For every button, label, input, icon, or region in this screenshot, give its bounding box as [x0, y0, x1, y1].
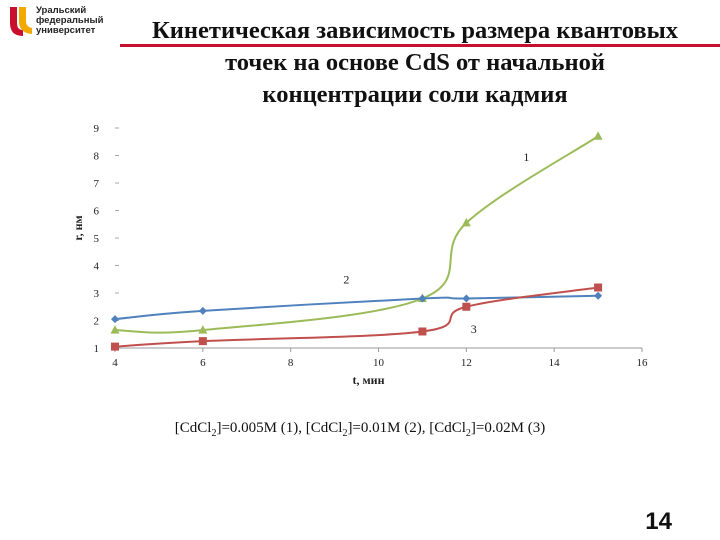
series-3-point — [111, 342, 119, 351]
series-2-point — [198, 306, 207, 315]
slide-title-line: концентрации соли кадмия — [262, 81, 568, 108]
y-tick-label: 7 — [94, 178, 100, 190]
x-tick-label: 16 — [637, 357, 649, 369]
x-tick-label: 6 — [200, 357, 206, 369]
university-logo: Уральский федеральный университет — [8, 5, 138, 47]
caption-part: [CdCl — [174, 420, 212, 436]
series-2-point — [462, 294, 471, 303]
y-tick-label: 2 — [94, 316, 100, 328]
x-tick-label: 8 — [288, 357, 294, 369]
x-axis-title: t, мин — [353, 373, 385, 387]
y-tick-label: 5 — [94, 233, 100, 245]
series-3-line — [114, 286, 599, 348]
slide-title-line: Кинетическая зависимость размера квантов… — [152, 17, 678, 44]
series-3-point — [198, 337, 207, 346]
x-tick-label: 12 — [461, 357, 472, 369]
series-3-point — [462, 302, 471, 311]
university-name: Уральский федеральный университет — [36, 6, 103, 36]
slide-title: Кинетическая зависимость размера квантов… — [110, 15, 720, 111]
logo-line: федеральный — [36, 15, 104, 26]
y-tick-label: 3 — [94, 288, 100, 300]
series-1-point — [110, 325, 120, 334]
series-3-point — [418, 327, 427, 336]
caption-part: ]=0.005M (1), [CdCl — [216, 420, 343, 436]
y-tick-label: 9 — [94, 123, 100, 135]
x-tick-label: 10 — [373, 357, 385, 369]
series-1-point — [593, 131, 603, 140]
x-tick-label: 14 — [549, 357, 561, 369]
chart-caption: [CdCl2]=0.005M (1), [CdCl2]=0.01M (2), [… — [0, 420, 720, 439]
series-2-point — [594, 291, 603, 300]
series-2-label: 2 — [343, 272, 349, 286]
caption-subscript: 2 — [465, 428, 471, 439]
caption-part: ]=0.01M (2), [CdCl — [347, 420, 466, 436]
y-tick-label: 6 — [94, 206, 100, 218]
y-tick-label: 1 — [94, 343, 100, 355]
series-1-point — [198, 325, 208, 334]
caption-part: ]=0.02M (3) — [470, 420, 546, 436]
y-tick-label: 8 — [94, 151, 100, 163]
logo-line: Уральский — [36, 5, 87, 16]
series-2-point — [418, 294, 427, 303]
series-2-point — [111, 315, 119, 324]
title-rule — [120, 44, 720, 47]
caption-subscript: 2 — [211, 428, 217, 439]
series-1-label: 1 — [523, 150, 529, 164]
page-number: 14 — [645, 508, 672, 535]
y-tick-label: 4 — [94, 261, 100, 273]
series-3-point — [594, 283, 603, 292]
series-3-label: 3 — [471, 322, 477, 336]
series-1-line — [114, 135, 599, 334]
caption-subscript: 2 — [342, 428, 348, 439]
series-2-line — [114, 294, 599, 321]
series-1-point — [461, 217, 471, 227]
slide-title-line: точек на основе CdS от начальной — [225, 49, 605, 76]
y-axis-title: r, нм — [71, 215, 85, 240]
logo-line: университет — [36, 25, 96, 36]
university-logo-mark-icon — [10, 7, 32, 36]
x-tick-label: 4 — [112, 357, 118, 369]
